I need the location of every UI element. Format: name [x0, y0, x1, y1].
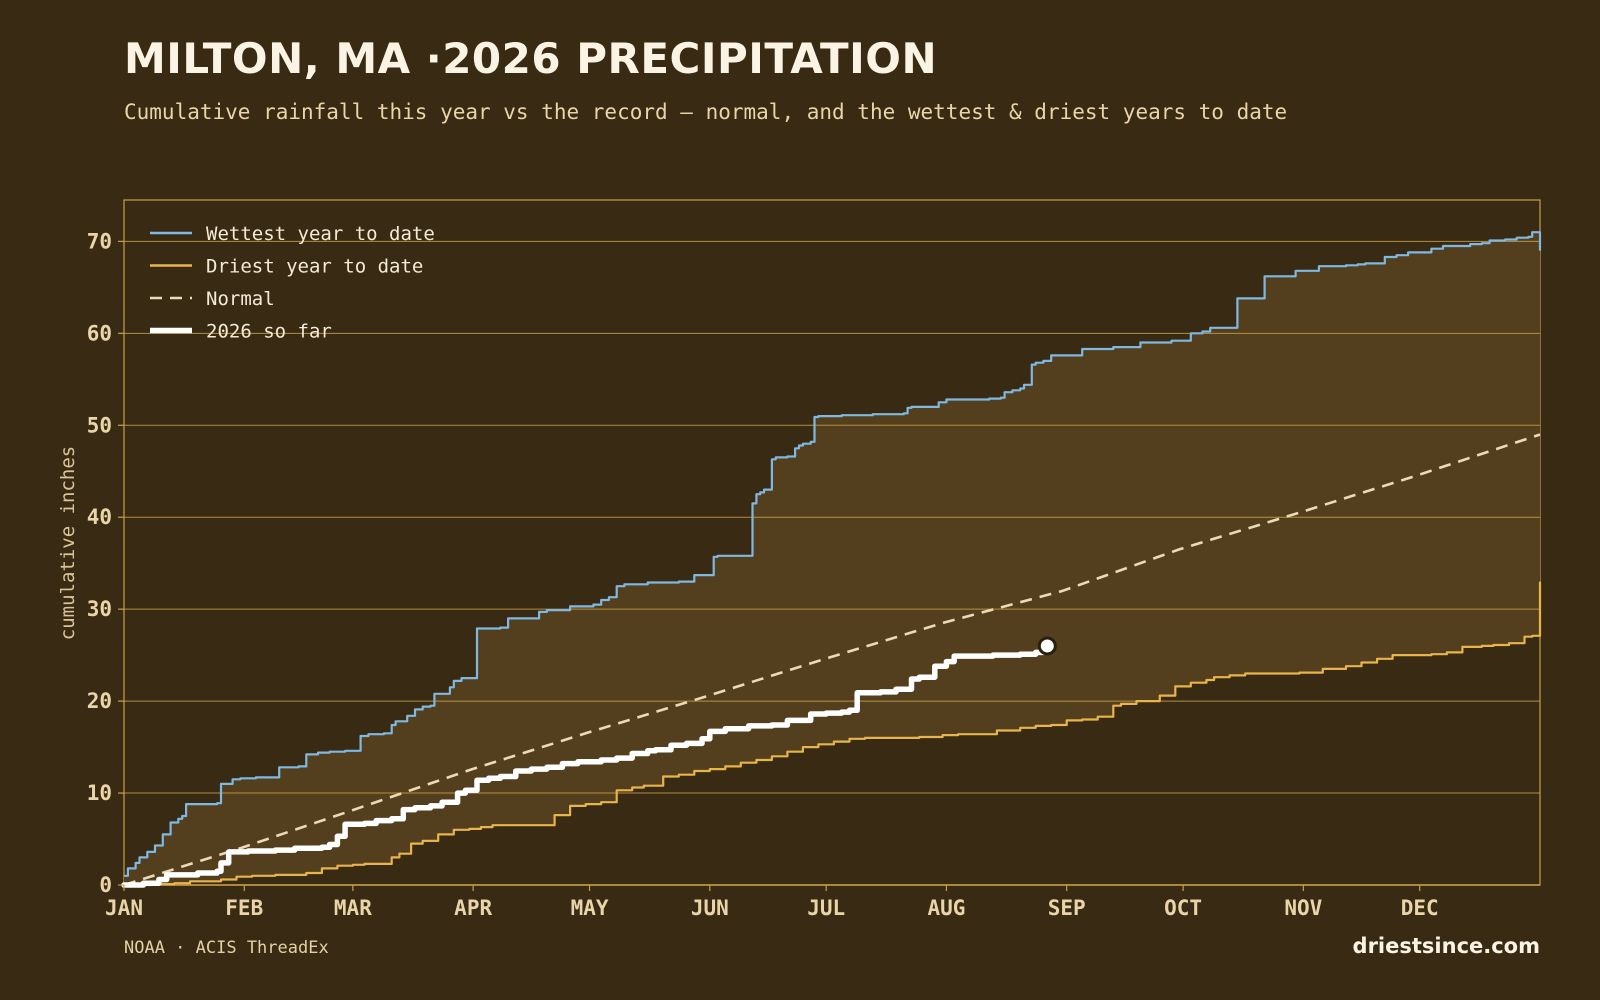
series-wettest-line — [124, 231, 1542, 877]
x-tick-label-jun: JUN — [691, 896, 729, 920]
page-subtitle: Cumulative rainfall this year vs the rec… — [124, 100, 1288, 124]
band-area — [124, 232, 1540, 885]
y-tick-label-0: 0 — [99, 873, 112, 897]
x-tick-label-jan: JAN — [105, 896, 143, 920]
x-tick-label-jul: JUL — [807, 896, 845, 920]
x-tick-label-apr: APR — [454, 896, 492, 920]
current-endpoint-marker[interactable] — [1037, 636, 1057, 656]
x-tick-label-nov: NOV — [1284, 896, 1322, 920]
x-tick-label-sep: SEP — [1048, 896, 1086, 920]
y-tick-label-20: 20 — [87, 689, 112, 713]
y-tick-label-60: 60 — [87, 321, 112, 345]
y-tick-label-70: 70 — [87, 229, 112, 253]
x-axis-ticks: JAN FEB MAR APR MAY JUN JUL AUG SEP OCT NOV DEC — [105, 885, 1439, 920]
y-axis-label: cumulative inches — [57, 446, 79, 640]
x-tick-label-may: MAY — [571, 896, 609, 920]
x-tick-label-oct: OCT — [1164, 896, 1202, 920]
x-tick-label-dec: DEC — [1401, 896, 1439, 920]
y-tick-label-10: 10 — [87, 781, 112, 805]
x-tick-label-feb: FEB — [225, 896, 263, 920]
page-title: MILTON, MA ·2026 PRECIPITATION — [124, 34, 938, 83]
series-lines — [121, 231, 1542, 888]
legend-label-wettest: Wettest year to date — [206, 223, 435, 245]
wet-dry-band — [124, 232, 1540, 885]
grid-lines — [124, 240, 1540, 886]
y-tick-label-30: 30 — [87, 597, 112, 621]
y-tick-label-50: 50 — [87, 413, 112, 437]
source-credit: NOAA · ACIS ThreadEx — [124, 938, 329, 958]
legend: Wettest year to date Driest year to date N… — [150, 223, 435, 343]
x-tick-label-mar: MAR — [334, 896, 372, 920]
legend-label-normal: Normal — [206, 288, 275, 310]
series-driest-line — [124, 581, 1542, 887]
y-tick-label-40: 40 — [87, 505, 112, 529]
x-tick-label-aug: AUG — [927, 896, 965, 920]
brand-link[interactable]: driestsince.com — [1352, 934, 1540, 958]
series-current-line — [121, 643, 1051, 888]
legend-label-driest: Driest year to date — [206, 256, 423, 278]
legend-label-current: 2026 so far — [206, 321, 332, 343]
y-axis-ticks: 0 10 20 30 40 50 60 70 — [87, 229, 124, 897]
